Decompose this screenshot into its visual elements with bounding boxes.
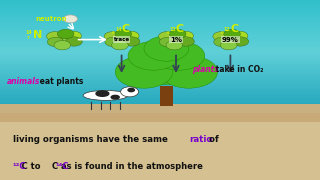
Polygon shape xyxy=(0,122,320,180)
Text: 6: 6 xyxy=(112,31,115,35)
Circle shape xyxy=(63,15,77,23)
Circle shape xyxy=(128,41,205,85)
Circle shape xyxy=(160,56,218,88)
Polygon shape xyxy=(0,104,320,180)
Circle shape xyxy=(115,56,173,88)
Circle shape xyxy=(123,37,140,46)
Text: 12: 12 xyxy=(224,27,231,32)
Circle shape xyxy=(123,31,139,40)
Text: C to    C as is found in the atmosphere: C to C as is found in the atmosphere xyxy=(13,162,203,171)
Text: ratio: ratio xyxy=(189,135,213,144)
Text: ¹²C: ¹²C xyxy=(13,162,26,171)
Circle shape xyxy=(224,29,240,39)
Text: neutron: neutron xyxy=(35,16,67,22)
Circle shape xyxy=(57,29,74,39)
Circle shape xyxy=(166,40,183,50)
Ellipse shape xyxy=(128,88,134,92)
Circle shape xyxy=(222,35,239,44)
Circle shape xyxy=(220,40,237,50)
Circle shape xyxy=(121,87,139,97)
Ellipse shape xyxy=(96,91,109,96)
Circle shape xyxy=(177,31,194,40)
Circle shape xyxy=(47,37,64,47)
Text: 7: 7 xyxy=(27,36,29,40)
Text: C: C xyxy=(176,24,184,34)
Circle shape xyxy=(66,37,82,46)
Circle shape xyxy=(178,37,194,46)
Polygon shape xyxy=(0,0,320,104)
Text: animals: animals xyxy=(6,77,40,86)
Circle shape xyxy=(46,32,63,41)
Text: 14: 14 xyxy=(115,27,122,32)
Text: of: of xyxy=(206,135,219,144)
Text: 1%: 1% xyxy=(170,37,182,43)
Text: C: C xyxy=(230,24,238,34)
Circle shape xyxy=(168,35,184,44)
Text: ¹⁴C: ¹⁴C xyxy=(56,162,69,171)
Circle shape xyxy=(128,41,179,70)
Text: eat plants: eat plants xyxy=(37,77,83,86)
Ellipse shape xyxy=(111,95,119,99)
Text: 6: 6 xyxy=(221,31,224,35)
Text: C: C xyxy=(122,24,130,34)
Circle shape xyxy=(232,37,249,46)
Circle shape xyxy=(154,41,205,70)
Text: N: N xyxy=(33,30,42,40)
Circle shape xyxy=(104,32,121,41)
Circle shape xyxy=(54,40,71,50)
Text: 99%: 99% xyxy=(222,37,239,43)
Circle shape xyxy=(213,32,229,41)
Circle shape xyxy=(105,37,122,47)
Circle shape xyxy=(158,32,175,41)
Circle shape xyxy=(113,35,130,44)
Circle shape xyxy=(112,40,128,50)
Circle shape xyxy=(65,31,82,40)
Text: 14: 14 xyxy=(25,30,32,35)
Circle shape xyxy=(144,36,189,61)
Ellipse shape xyxy=(83,90,128,100)
Text: 13: 13 xyxy=(169,27,176,32)
Circle shape xyxy=(159,37,176,47)
Circle shape xyxy=(214,37,230,47)
Circle shape xyxy=(56,35,72,44)
Text: living organisms have the same: living organisms have the same xyxy=(13,135,171,144)
Polygon shape xyxy=(160,86,173,106)
Circle shape xyxy=(169,29,186,39)
Text: plants: plants xyxy=(192,65,219,74)
Text: 6: 6 xyxy=(167,31,169,35)
Circle shape xyxy=(231,31,248,40)
Circle shape xyxy=(115,29,132,39)
Text: trace: trace xyxy=(114,37,130,42)
Text: take in CO₂: take in CO₂ xyxy=(213,65,263,74)
Polygon shape xyxy=(0,104,320,113)
